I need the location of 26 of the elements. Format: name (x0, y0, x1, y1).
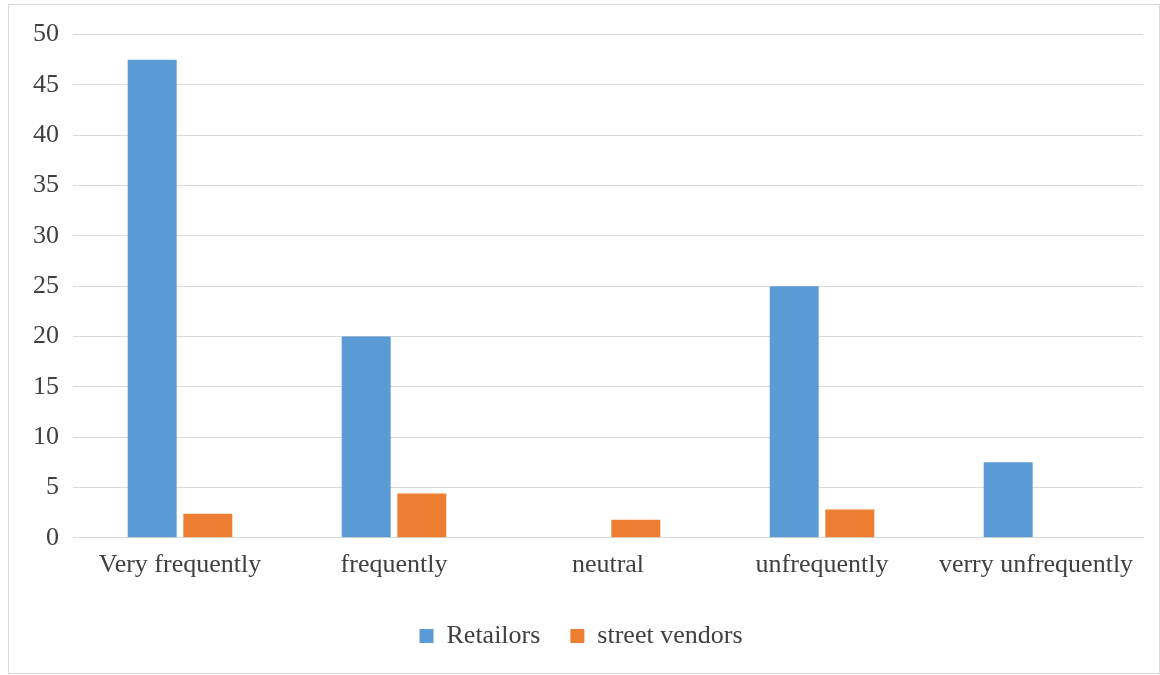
bar (983, 462, 1033, 538)
y-tick-label: 20 (33, 320, 59, 350)
y-tick-label: 0 (46, 521, 59, 551)
bar (611, 519, 661, 538)
x-tick-label: frequently (340, 549, 448, 579)
legend-label: street vendors (597, 619, 743, 649)
x-tick-label: unfrequently (755, 549, 889, 579)
y-tick-label: 45 (33, 68, 59, 98)
y-tick-label: 25 (33, 270, 59, 300)
x-tick-label: Very frequently (98, 549, 262, 579)
y-tick-label: 35 (33, 169, 59, 199)
y-tick-label: 10 (33, 420, 59, 450)
bar (127, 59, 177, 538)
bar (183, 513, 233, 538)
y-tick-label: 40 (33, 119, 59, 149)
bar (341, 336, 391, 538)
bar (769, 286, 819, 538)
legend-label: Retailors (446, 619, 541, 649)
y-tick-label: 15 (33, 370, 59, 400)
bar (825, 509, 875, 538)
x-tick-label: verry unfrequently (938, 549, 1134, 579)
bar (397, 493, 447, 538)
y-tick-label: 5 (46, 471, 59, 501)
y-tick-label: 50 (33, 18, 59, 48)
y-tick-label: 30 (33, 219, 59, 249)
x-tick-label: neutral (571, 549, 645, 579)
